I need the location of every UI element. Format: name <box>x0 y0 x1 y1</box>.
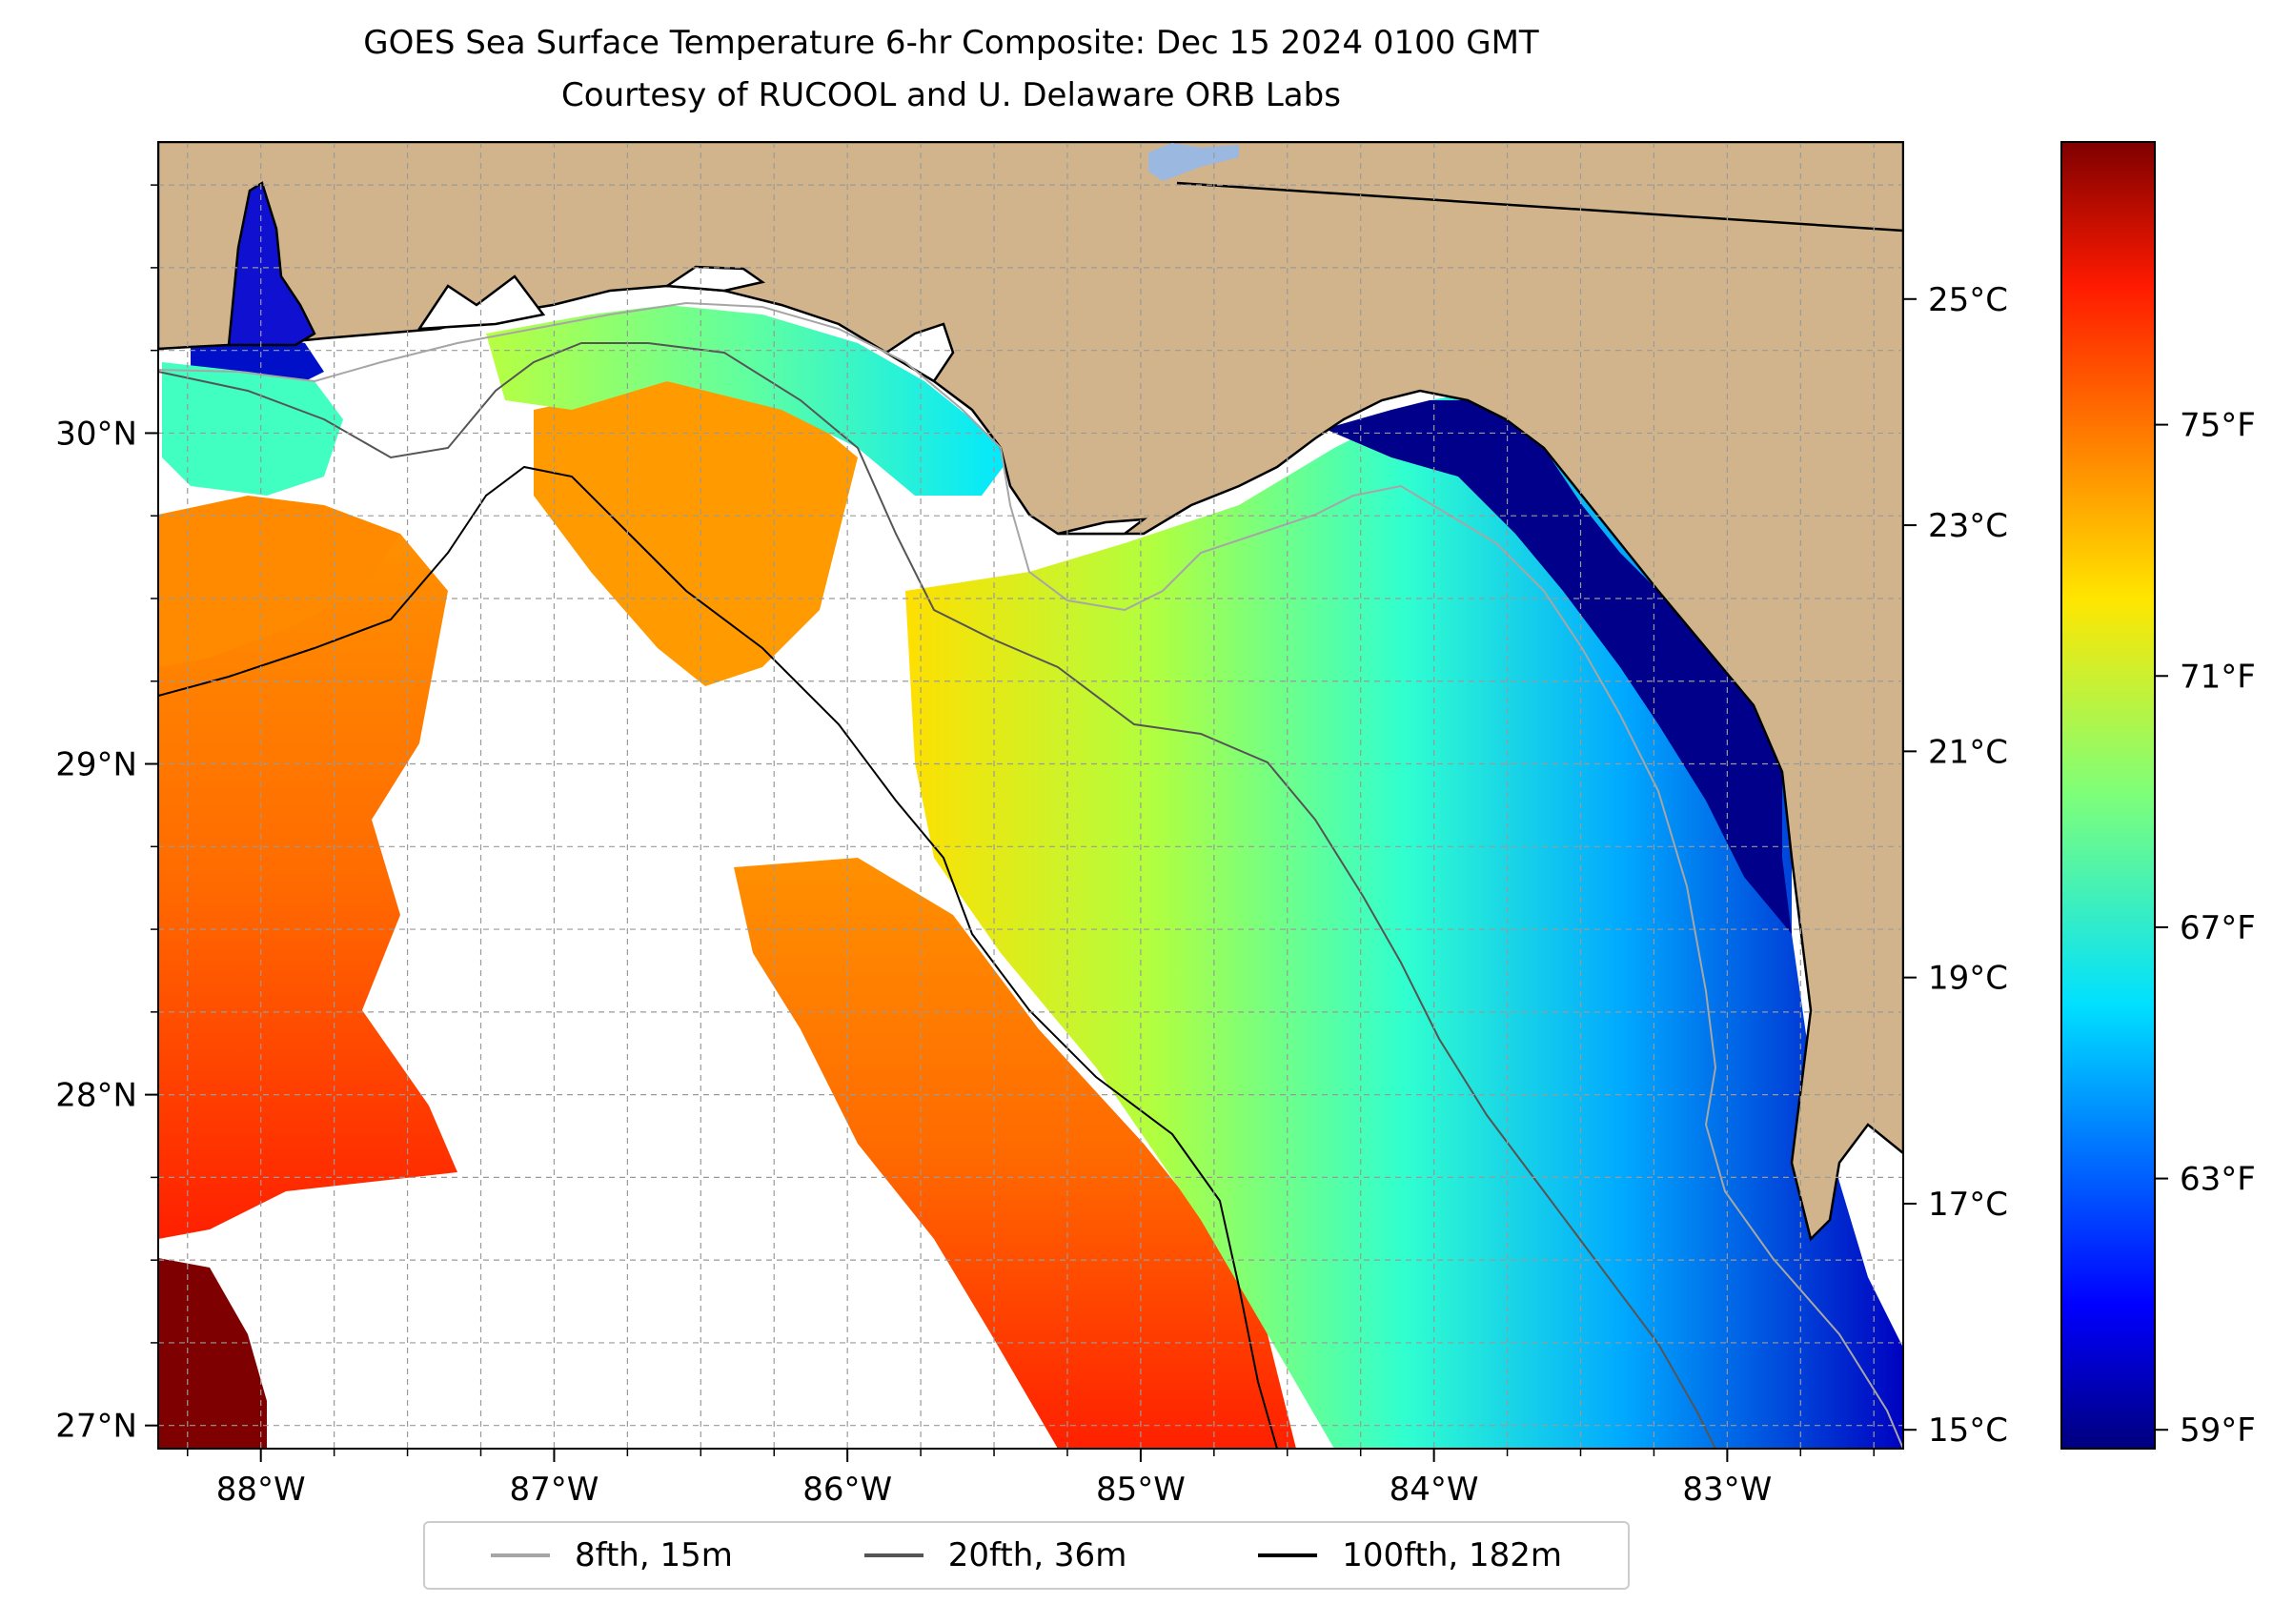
colorbar-celsius-ticks: 15°C 17°C 19°C 21°C 23°C 25°C <box>1903 281 2008 1450</box>
st-andrews-bay <box>883 322 955 383</box>
lon-tick-label: 86°W <box>802 1471 892 1509</box>
fahrenheit-tick-label: 67°F <box>2180 909 2256 947</box>
choctawhatchee-bay <box>663 265 766 293</box>
mobile-bay <box>227 181 316 347</box>
sst-southwest-hot-corner <box>158 1258 267 1449</box>
fahrenheit-tick-label: 71°F <box>2180 658 2256 696</box>
lat-tick-label: 27°N <box>55 1408 137 1446</box>
legend-label-8fth: 8fth, 15m <box>574 1536 733 1574</box>
colorbar-gradient <box>2061 142 2155 1449</box>
legend-item-8fth: 8fth, 15m <box>490 1536 733 1574</box>
apalachicola-bay <box>1057 518 1148 536</box>
fahrenheit-tick-label: 75°F <box>2180 407 2256 445</box>
sst-big-bend-cold <box>1325 400 1792 934</box>
celsius-tick-label: 23°C <box>1928 507 2008 545</box>
lon-tick-label: 85°W <box>1096 1471 1186 1509</box>
sst-southern-warm-band <box>734 858 1296 1449</box>
celsius-tick-label: 17°C <box>1928 1186 2008 1224</box>
legend-label-100fth: 100fth, 182m <box>1342 1536 1563 1574</box>
lat-tick-label: 30°N <box>55 415 137 453</box>
lat-tick-label: 29°N <box>55 746 137 784</box>
legend-item-20fth: 20fth, 36m <box>863 1536 1127 1574</box>
lat-tick-label: 28°N <box>55 1077 137 1115</box>
colorbar: 59°F 63°F 67°F 71°F 75°F 15°C 17°C 19°C 21°C 23°… <box>1903 141 2256 1450</box>
lon-tick-label: 88°W <box>216 1471 306 1509</box>
celsius-tick-label: 19°C <box>1928 960 2008 998</box>
lon-tick-label: 84°W <box>1390 1471 1479 1509</box>
map-area <box>158 142 1903 1449</box>
colorbar-frame <box>2060 141 2156 1450</box>
legend-item-100fth: 100fth, 182m <box>1258 1536 1562 1574</box>
lon-tick-label: 87°W <box>509 1471 599 1509</box>
colorbar-fahrenheit-ticks: 59°F 63°F 67°F 71°F 75°F <box>2155 407 2256 1450</box>
legend-swatch-100fth <box>1258 1553 1318 1557</box>
state-boundary-line <box>1176 181 1903 233</box>
legend-swatch-20fth <box>863 1553 923 1557</box>
isobaths <box>158 301 1903 1449</box>
florida-inland-lake <box>1148 143 1239 181</box>
isobath-100fth <box>158 465 1278 1449</box>
legend-swatch-8fth <box>490 1553 550 1557</box>
map-frame <box>157 141 1904 1450</box>
isobath-8fth <box>158 301 1903 1449</box>
sst-shelf-edge-orange <box>534 381 858 686</box>
celsius-tick-label: 21°C <box>1928 733 2008 771</box>
isobath-legend: 8fth, 15m 20fth, 36m 100fth, 182m <box>423 1521 1630 1590</box>
fahrenheit-tick-label: 59°F <box>2180 1411 2256 1450</box>
celsius-tick-label: 25°C <box>1928 281 2008 319</box>
sst-nearshore-green <box>486 305 1010 496</box>
sst-western-warm-patch <box>158 534 457 1239</box>
sst-raster <box>158 305 1903 1449</box>
celsius-tick-label: 15°C <box>1928 1411 2008 1450</box>
lon-tick-label: 83°W <box>1682 1471 1772 1509</box>
sst-western-shelf-cyan <box>162 362 343 496</box>
sst-west-shelf-orange-strip <box>158 496 400 667</box>
gridlines <box>158 142 1903 1449</box>
fahrenheit-tick-label: 63°F <box>2180 1161 2256 1199</box>
map-subtitle: Courtesy of RUCOOL and U. Delaware ORB L… <box>561 76 1341 114</box>
legend-label-20fth: 20fth, 36m <box>947 1536 1127 1574</box>
map-title: GOES Sea Surface Temperature 6-hr Compos… <box>363 24 1539 62</box>
latitude-axis: 27°N 28°N 29°N 30°N <box>55 184 158 1446</box>
longitude-axis: 88°W 87°W 86°W 85°W 84°W 83°W <box>187 1449 1875 1509</box>
isobath-20fth <box>158 342 1716 1449</box>
